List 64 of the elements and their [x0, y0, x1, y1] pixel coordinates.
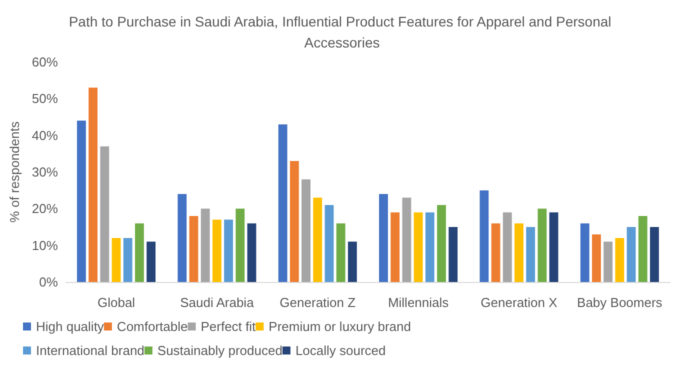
- bar: [502, 212, 512, 282]
- y-tick-label: 20%: [32, 201, 58, 216]
- x-tick-label: Generation Z: [280, 295, 356, 310]
- bar: [491, 223, 500, 282]
- bar: [448, 227, 458, 282]
- bar: [650, 227, 659, 282]
- x-tick-label: Millennials: [388, 295, 450, 310]
- legend-label: Sustainably produced: [157, 343, 282, 358]
- legend-label: Perfect fit: [200, 319, 256, 334]
- bar: [212, 220, 222, 282]
- bar: [480, 190, 489, 282]
- legend-label: Premium or luxury brand: [268, 319, 411, 334]
- bar: [437, 205, 446, 282]
- bar: [236, 208, 245, 282]
- bar: [414, 212, 423, 282]
- bar: [402, 198, 412, 282]
- y-tick-label: 0%: [39, 274, 58, 290]
- y-tick-label: 30%: [32, 164, 58, 180]
- legend-label: Comfortable: [116, 319, 188, 334]
- bar: [278, 124, 288, 282]
- bar: [336, 223, 346, 282]
- bar: [112, 238, 121, 282]
- bar: [178, 194, 187, 282]
- y-tick-label: 40%: [32, 128, 58, 143]
- x-tick-label: Saudi Arabia: [180, 295, 255, 310]
- bar: [313, 198, 322, 282]
- legend-label: High quality: [36, 319, 104, 334]
- x-tick-label: Global: [97, 295, 136, 310]
- bar: [88, 88, 98, 282]
- bar: [123, 238, 132, 282]
- bar: [100, 146, 110, 282]
- bar: [200, 208, 210, 282]
- bar: [224, 220, 233, 282]
- bar: [189, 216, 198, 282]
- y-tick-label: 50%: [32, 91, 58, 106]
- bar: [638, 216, 648, 282]
- bar: [390, 212, 400, 282]
- bar: [549, 212, 558, 282]
- chart-title: Path to Purchase in Saudi Arabia, Influential Product Features for Apparel and Personal Accessories: [68, 14, 616, 50]
- bar: [626, 227, 636, 282]
- bar: [247, 223, 256, 282]
- x-tick-label: Baby Boomers: [577, 295, 663, 310]
- bar: [615, 238, 624, 282]
- y-tick-label: 60%: [32, 54, 58, 70]
- bar: [146, 242, 156, 282]
- bar: [592, 234, 601, 282]
- bar: [348, 242, 357, 282]
- bar: [290, 161, 299, 282]
- y-tick-label: 10%: [32, 238, 58, 253]
- bar: [580, 223, 590, 282]
- bar: [324, 205, 334, 282]
- bar: [302, 179, 310, 282]
- x-tick-label: Generation X: [480, 295, 558, 310]
- bar: [76, 120, 86, 282]
- legend-label: Locally sourced: [295, 343, 386, 358]
- bar: [604, 242, 613, 282]
- bar: [135, 223, 144, 282]
- y-axis-title: % of respondents: [7, 120, 22, 223]
- bar: [425, 212, 434, 282]
- legend-label: International brand: [36, 343, 144, 358]
- bar: [379, 194, 388, 282]
- bar: [526, 227, 536, 282]
- bar: [514, 223, 524, 282]
- bar: [538, 208, 547, 282]
